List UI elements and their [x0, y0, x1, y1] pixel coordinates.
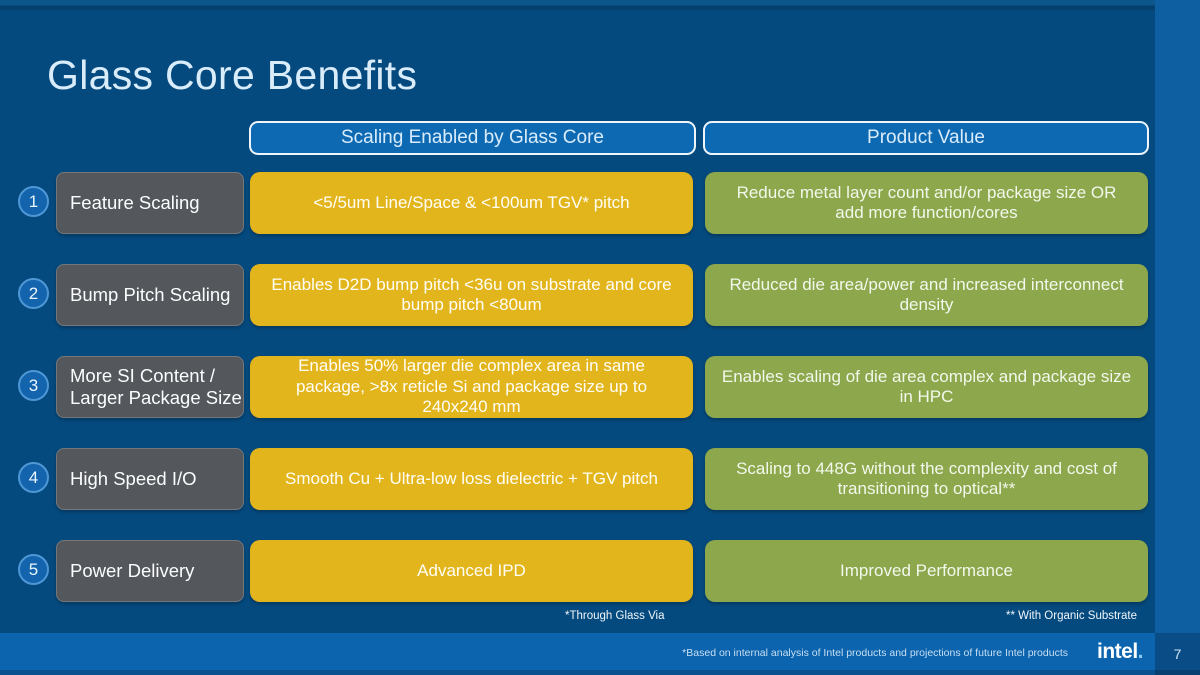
- row-number-badge: 2: [18, 278, 49, 309]
- footer-disclaimer: *Based on internal analysis of Intel pro…: [682, 647, 1068, 659]
- benefit-row-high-speed-io: 4 High Speed I/O Smooth Cu + Ultra-low l…: [0, 448, 1200, 510]
- intel-logo-dot: .: [1137, 640, 1144, 663]
- column-header-product-value: Product Value: [703, 121, 1149, 155]
- row-label: More SI Content / Larger Package Size: [56, 356, 244, 418]
- value-cell: Enables scaling of die area complex and …: [705, 356, 1148, 418]
- column-header-scaling: Scaling Enabled by Glass Core: [249, 121, 696, 155]
- value-cell: Scaling to 448G without the complexity a…: [705, 448, 1148, 510]
- intel-logo: intel.: [1096, 640, 1144, 664]
- footer-bar: *Based on internal analysis of Intel pro…: [0, 633, 1155, 675]
- page-title: Glass Core Benefits: [47, 52, 418, 98]
- row-number-badge: 1: [18, 186, 49, 217]
- row-label: Power Delivery: [56, 540, 244, 602]
- row-number-badge: 5: [18, 554, 49, 585]
- top-strip: [0, 0, 1200, 10]
- value-cell: Improved Performance: [705, 540, 1148, 602]
- scaling-cell: <5/5um Line/Space & <100um TGV* pitch: [250, 172, 693, 234]
- scaling-cell: Enables 50% larger die complex area in s…: [250, 356, 693, 418]
- bottom-edge-strip: [0, 670, 1200, 675]
- scaling-cell: Advanced IPD: [250, 540, 693, 602]
- benefit-row-more-si-content: 3 More SI Content / Larger Package Size …: [0, 356, 1200, 418]
- footnote-organic-substrate: ** With Organic Substrate: [1005, 610, 1137, 622]
- footnote-through-glass-via: *Through Glass Via: [565, 610, 665, 622]
- row-label: Bump Pitch Scaling: [56, 264, 244, 326]
- benefit-row-bump-pitch-scaling: 2 Bump Pitch Scaling Enables D2D bump pi…: [0, 264, 1200, 326]
- row-number-badge: 3: [18, 370, 49, 401]
- benefit-row-feature-scaling: 1 Feature Scaling <5/5um Line/Space & <1…: [0, 172, 1200, 234]
- row-label: High Speed I/O: [56, 448, 244, 510]
- scaling-cell: Enables D2D bump pitch <36u on substrate…: [250, 264, 693, 326]
- value-cell: Reduced die area/power and increased int…: [705, 264, 1148, 326]
- row-number-badge: 4: [18, 462, 49, 493]
- row-label: Feature Scaling: [56, 172, 244, 234]
- page-number: 7: [1155, 633, 1200, 675]
- value-cell: Reduce metal layer count and/or package …: [705, 172, 1148, 234]
- intel-logo-text: intel: [1096, 640, 1138, 663]
- right-accent-band: [1155, 0, 1200, 633]
- scaling-cell: Smooth Cu + Ultra-low loss dielectric + …: [250, 448, 693, 510]
- benefit-row-power-delivery: 5 Power Delivery Advanced IPD Improved P…: [0, 540, 1200, 602]
